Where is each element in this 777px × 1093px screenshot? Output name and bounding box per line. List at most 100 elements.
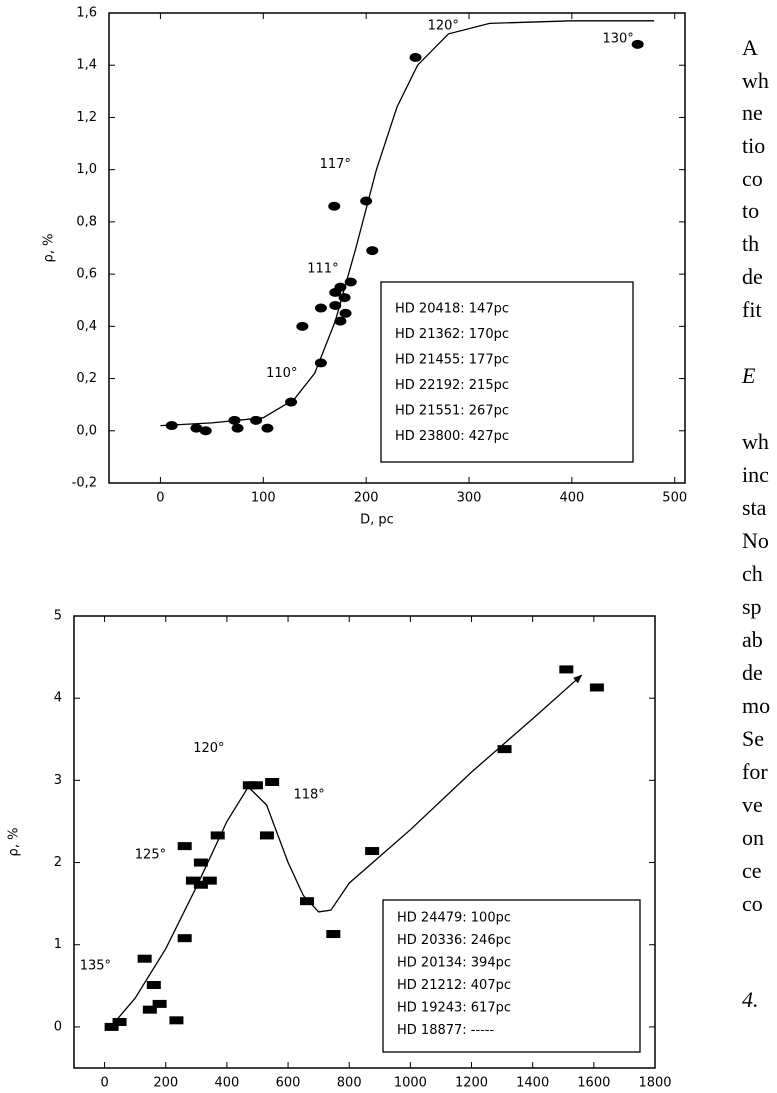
y-tick-label: 1 <box>54 937 62 952</box>
data-point <box>334 282 347 292</box>
x-tick-label: 0 <box>100 1076 108 1091</box>
body-text-fragment: fit <box>742 297 762 322</box>
body-text-fragment: inc <box>742 462 769 487</box>
data-point <box>193 858 208 867</box>
x-tick-label: 1400 <box>516 1076 549 1091</box>
data-point <box>300 897 315 906</box>
x-tick-label: 200 <box>153 1076 178 1091</box>
body-text-fragment: Se <box>742 726 764 751</box>
body-text-fragment: mo <box>742 693 770 718</box>
x-tick-label: 200 <box>354 491 379 506</box>
note-line: HD 21362: 170pc <box>395 327 509 342</box>
data-point <box>190 423 203 433</box>
note-line: HD 23800: 427pc <box>395 429 509 444</box>
y-tick-label: 4 <box>54 691 62 706</box>
data-point <box>177 934 192 943</box>
angle-annotation: 118° <box>293 788 324 803</box>
data-point <box>259 831 274 840</box>
data-point <box>265 778 280 787</box>
x-tick-label: 500 <box>662 491 687 506</box>
data-point <box>185 876 200 885</box>
data-point <box>589 683 604 692</box>
body-text-fragment: ab <box>742 627 763 652</box>
body-text-fragment: on <box>742 825 764 850</box>
note-line: HD 18877: ----- <box>397 1023 495 1038</box>
data-point <box>344 277 357 287</box>
note-line: HD 21551: 267pc <box>395 404 509 419</box>
data-point <box>338 293 351 303</box>
x-tick-label: 1600 <box>577 1076 610 1091</box>
data-point <box>142 1005 157 1014</box>
x-tick-label: 300 <box>457 491 482 506</box>
data-point <box>339 308 352 318</box>
body-text-fragment: ne <box>742 100 763 125</box>
x-tick-label: 400 <box>214 1076 239 1091</box>
body-text-fragment: sp <box>742 594 762 619</box>
data-point <box>193 880 208 889</box>
data-point <box>152 999 167 1008</box>
plot-frame <box>73 615 656 1069</box>
data-point <box>314 358 327 368</box>
body-text-fragment: E <box>741 363 756 388</box>
body-text-fragment: de <box>742 660 763 685</box>
angle-annotation: 117° <box>320 157 351 172</box>
y-tick-label: 5 <box>54 609 62 624</box>
data-point <box>314 303 327 313</box>
x-tick-label: 800 <box>337 1076 362 1091</box>
fit-curve <box>110 674 583 1028</box>
y-tick-label: 0,0 <box>76 423 97 438</box>
data-point <box>202 876 217 885</box>
data-point <box>631 39 644 49</box>
data-point <box>296 321 309 331</box>
angle-annotation: 110° <box>266 366 297 381</box>
body-text-fragment: wh <box>742 429 769 454</box>
x-tick-label: 0 <box>156 491 164 506</box>
y-tick-label: 1,6 <box>76 6 97 21</box>
y-axis-label: ρ, % <box>42 234 57 263</box>
data-point <box>409 52 422 62</box>
fit-curve <box>160 20 655 427</box>
body-text-fragment: co <box>742 166 763 191</box>
x-axis-label: D, pc <box>360 513 394 528</box>
body-text-fragment: wh <box>742 68 769 93</box>
body-text-fragment: No <box>742 528 769 553</box>
note-line: HD 20418: 147pc <box>395 302 509 317</box>
body-text-fragment: sta <box>742 495 767 520</box>
body-text-fragment: 4. <box>742 987 759 1012</box>
body-text-fragment: for <box>742 759 768 784</box>
data-point <box>360 196 373 206</box>
note-line: HD 19243: 617pc <box>397 1001 511 1016</box>
y-tick-label: 1,2 <box>76 110 97 125</box>
data-point <box>137 954 152 963</box>
plot-frame <box>108 12 686 484</box>
note-box <box>382 899 641 1053</box>
y-tick-label: 0,8 <box>76 214 97 229</box>
data-point <box>365 847 380 856</box>
body-text-fragment: tio <box>742 133 765 158</box>
data-point <box>228 415 241 425</box>
note-line: HD 20134: 394pc <box>397 956 511 971</box>
x-tick-label: 1000 <box>394 1076 427 1091</box>
data-point <box>250 415 263 425</box>
y-tick-label: 3 <box>54 773 62 788</box>
x-tick-label: 600 <box>276 1076 301 1091</box>
y-tick-label: 0,6 <box>76 267 97 282</box>
note-line: HD 20336: 246pc <box>397 933 511 948</box>
angle-annotation: 125° <box>135 848 166 863</box>
data-point <box>559 665 574 674</box>
data-point <box>497 745 512 754</box>
data-point <box>177 842 192 851</box>
angle-annotation: 135° <box>80 959 111 974</box>
x-tick-label: 100 <box>251 491 276 506</box>
angle-annotation: 111° <box>307 261 338 276</box>
x-tick-label: 400 <box>559 491 584 506</box>
y-tick-label: -0,2 <box>72 476 97 491</box>
note-line: HD 21455: 177pc <box>395 353 509 368</box>
y-tick-label: 0,4 <box>76 319 97 334</box>
note-line: HD 24479: 100pc <box>397 911 511 926</box>
data-point <box>285 397 298 407</box>
y-tick-label: 0,2 <box>76 371 97 386</box>
body-text-fragment: th <box>742 231 759 256</box>
data-point <box>146 980 161 989</box>
